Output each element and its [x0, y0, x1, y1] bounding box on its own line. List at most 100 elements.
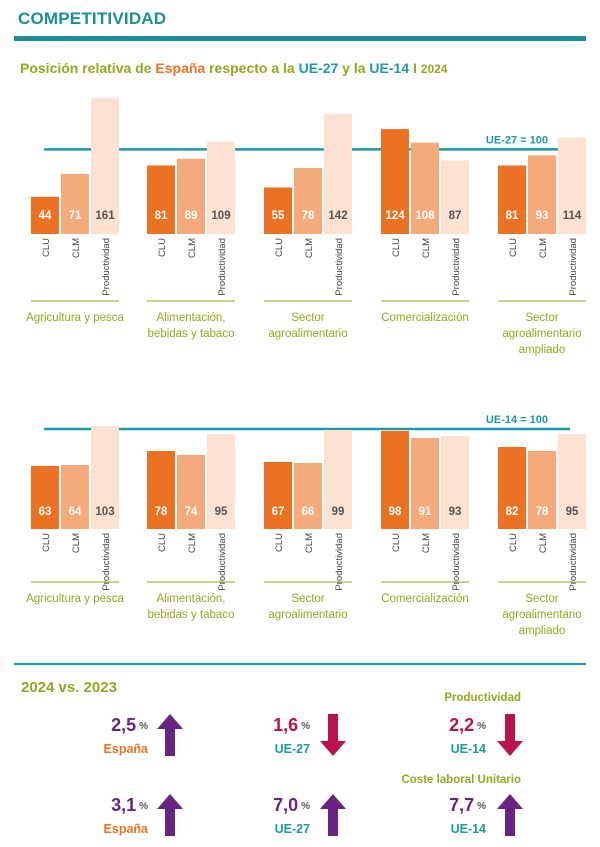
bar-productividad	[558, 434, 586, 529]
bar-clu	[498, 165, 526, 234]
bar-clu	[264, 187, 292, 234]
region-label: UE-27	[274, 742, 310, 756]
series-tick-label: Productividad	[451, 238, 462, 296]
change-number: 2,5	[111, 715, 137, 735]
series-tick-label: Productividad	[451, 533, 462, 591]
data-label: 63	[39, 506, 52, 518]
data-label: 81	[506, 210, 519, 222]
series-tick-label: CLM	[304, 238, 315, 258]
data-label: 95	[566, 506, 579, 518]
percent-sign: %	[477, 720, 486, 732]
bar-clu	[31, 466, 59, 529]
bar-clu	[147, 165, 175, 234]
data-label: 103	[95, 506, 114, 518]
reference-label: UE-27 = 100	[486, 134, 548, 146]
series-tick-label: Productividad	[334, 533, 345, 591]
data-label: 78	[155, 506, 168, 518]
data-label: 93	[536, 210, 549, 222]
series-tick-label: CLU	[274, 533, 285, 552]
bar-clm	[177, 455, 205, 529]
title-rule	[14, 36, 586, 41]
category-label: Sector agroalimentario ampliado	[502, 312, 581, 356]
data-label: 74	[185, 506, 198, 518]
data-label: 82	[506, 506, 519, 518]
change-value: 7,0%	[240, 795, 310, 816]
category-label: Agricultura y pesca	[26, 312, 124, 324]
data-label: 55	[272, 210, 285, 222]
series-tick-label: CLM	[421, 238, 432, 258]
page-title: COMPETITIVIDAD	[18, 9, 167, 28]
change-number: 3,1	[111, 795, 137, 815]
data-label: 161	[95, 210, 115, 222]
data-label: 64	[69, 506, 82, 518]
series-tick-label: CLM	[538, 238, 549, 258]
reference-label: UE-14 = 100	[486, 414, 548, 426]
series-tick-label: CLU	[41, 238, 52, 257]
subtitle-year: 2024	[420, 62, 448, 76]
region-label: España	[103, 822, 148, 836]
change-number: 1,6	[273, 715, 299, 735]
series-tick-label: CLM	[187, 238, 198, 258]
bar-clm	[528, 451, 556, 529]
arrow-up-icon	[497, 794, 523, 836]
category-label: Sector agroalimentario	[268, 312, 347, 340]
change-value: 2,2%	[416, 715, 486, 736]
bar-clu	[498, 447, 526, 529]
series-tick-label: CLM	[421, 533, 432, 553]
bar-clu	[31, 196, 59, 234]
productividad-label: Productividad	[444, 692, 521, 704]
bar-clu	[264, 462, 292, 529]
series-tick-label: CLM	[538, 533, 549, 553]
arrow-up-icon	[320, 794, 346, 836]
bar-clu	[147, 451, 175, 529]
series-tick-label: CLM	[71, 238, 82, 258]
bar-productividad	[91, 97, 119, 234]
category-label: Comercialización	[381, 593, 469, 605]
category-label: Alimentación, bebidas y tabaco	[148, 312, 235, 340]
bar-clm	[294, 168, 322, 234]
bar-clm	[294, 463, 322, 529]
percent-sign: %	[139, 720, 148, 732]
series-tick-label: CLM	[71, 533, 82, 553]
percent-sign: %	[139, 800, 148, 812]
bar-clu	[381, 431, 409, 529]
subtitle-pre: Posición relativa de	[20, 60, 156, 76]
subtitle-and: y la	[338, 60, 370, 76]
data-label: 109	[211, 210, 230, 222]
change-value: 7,7%	[416, 795, 486, 816]
change-value: 2,5%	[78, 715, 148, 736]
section-divider	[14, 663, 586, 665]
series-tick-label: CLU	[391, 533, 402, 552]
series-tick-label: CLU	[157, 238, 168, 257]
series-tick-label: Productividad	[217, 533, 228, 591]
data-label: 108	[415, 210, 435, 222]
category-label: Comercialización	[381, 312, 469, 324]
data-label: 124	[385, 210, 405, 222]
bar-productividad	[441, 160, 469, 234]
bar-clm	[61, 173, 89, 234]
series-tick-label: CLM	[304, 533, 315, 553]
bar-productividad	[558, 137, 586, 234]
series-tick-label: CLU	[157, 533, 168, 552]
bar-clu	[381, 129, 409, 234]
category-label: Agricultura y pesca	[26, 593, 124, 605]
bar-clm	[61, 465, 89, 529]
series-tick-label: CLM	[187, 533, 198, 553]
category-label: Sector agroalimentario ampliado	[502, 593, 581, 637]
percent-sign: %	[477, 800, 486, 812]
subtitle-espana: España	[155, 60, 206, 76]
bar-productividad	[207, 141, 235, 234]
chart-ue27: UE-27 = 100 44 CLU 71 CLM 161 Productividad Agr…	[26, 97, 586, 356]
series-tick-label: CLU	[508, 238, 519, 257]
bar-productividad	[441, 436, 469, 529]
data-label: 91	[419, 506, 432, 518]
series-tick-label: CLU	[391, 238, 402, 257]
bar-clm	[411, 142, 439, 234]
series-tick-label: Productividad	[568, 533, 579, 591]
comparison-title: 2024 vs. 2023	[21, 679, 117, 696]
bar-productividad	[207, 434, 235, 529]
bar-productividad	[324, 430, 352, 529]
data-label: 114	[563, 210, 582, 222]
region-label: UE-27	[274, 822, 310, 836]
series-tick-label: CLU	[508, 533, 519, 552]
